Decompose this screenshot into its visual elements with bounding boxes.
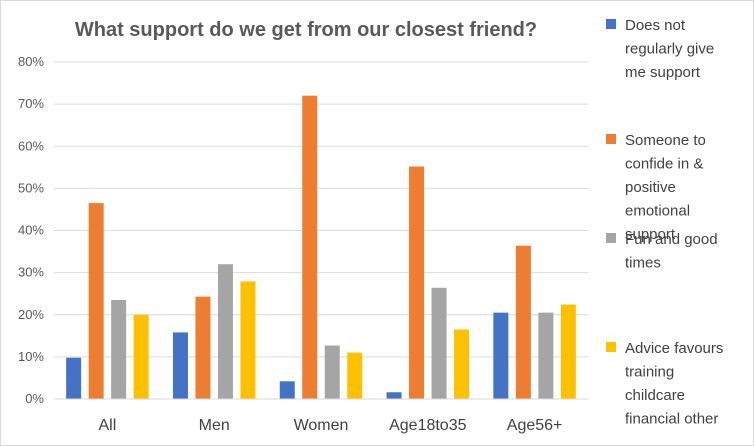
bars bbox=[66, 95, 576, 399]
bar-age56-series-2 bbox=[515, 245, 531, 399]
x-tick-label: Men bbox=[199, 417, 230, 434]
bar-all-series-4 bbox=[133, 314, 149, 399]
x-tick-label: Age18to35 bbox=[389, 417, 467, 434]
bar-men-series-3 bbox=[217, 264, 233, 399]
bar-women-series-4 bbox=[347, 352, 363, 399]
legend-label: times bbox=[625, 255, 661, 272]
axes: 0% 10% 20% 30% 40% 50% 60% 70% 80% All Men Women Age… bbox=[18, 54, 588, 434]
bar-women-series-2 bbox=[302, 95, 318, 399]
y-tick-label: 40% bbox=[18, 223, 44, 238]
bar-age18to35-series-2 bbox=[409, 166, 425, 399]
x-tick-label: Women bbox=[294, 417, 349, 434]
y-tick-label: 30% bbox=[18, 265, 44, 280]
legend-label: me support bbox=[625, 64, 701, 81]
legend-label: childcare bbox=[625, 387, 685, 404]
bar-women-series-1 bbox=[279, 381, 295, 399]
bar-age56-series-1 bbox=[493, 312, 509, 399]
legend-entry: Advice favours training childcare financial… bbox=[606, 340, 723, 428]
legend-label: Fun and good bbox=[625, 231, 718, 248]
y-tick-label: 0% bbox=[25, 391, 44, 406]
legend-entry: Fun and good times bbox=[606, 231, 718, 272]
y-tick-label: 60% bbox=[18, 138, 44, 153]
bar-all-series-3 bbox=[111, 300, 127, 399]
legend-swatch bbox=[606, 134, 616, 144]
legend-label: Does not bbox=[625, 17, 686, 34]
y-tick-label: 20% bbox=[18, 307, 44, 322]
bar-men-series-2 bbox=[195, 296, 211, 399]
chart-title: What support do we get from our closest … bbox=[75, 19, 537, 41]
legend-label: Someone to bbox=[625, 132, 706, 149]
legend-label: support bbox=[625, 226, 676, 243]
legend-label: emotional bbox=[625, 203, 690, 220]
y-tick-label: 10% bbox=[18, 349, 44, 364]
bar-men-series-4 bbox=[240, 281, 256, 399]
bar-women-series-3 bbox=[324, 345, 340, 399]
bar-all-series-2 bbox=[88, 203, 104, 399]
legend-swatch bbox=[606, 233, 616, 243]
bar-men-series-1 bbox=[172, 332, 188, 399]
legend-label: financial other bbox=[625, 411, 718, 428]
legend-swatch bbox=[606, 19, 616, 29]
x-tick-label: All bbox=[99, 417, 117, 434]
legend-entry: Someone to confide in & positive emotional s… bbox=[606, 132, 706, 243]
x-tick-label: Age56+ bbox=[507, 417, 563, 434]
legend-label: regularly give bbox=[625, 41, 714, 58]
bar-age56-series-4 bbox=[560, 304, 576, 399]
bar-age18to35-series-3 bbox=[431, 287, 447, 399]
y-tick-label: 50% bbox=[18, 180, 44, 195]
bar-age18to35-series-4 bbox=[454, 329, 470, 399]
legend-label: Advice favours bbox=[625, 340, 723, 357]
bar-all-series-1 bbox=[66, 357, 82, 399]
legend-label: positive bbox=[625, 179, 676, 196]
y-tick-label: 70% bbox=[18, 96, 44, 111]
legend-swatch bbox=[606, 342, 616, 352]
legend: Does not regularly give me support Someone … bbox=[606, 17, 723, 428]
legend-label: confide in & bbox=[625, 156, 703, 173]
bar-age56-series-3 bbox=[538, 312, 554, 399]
legend-entry: Does not regularly give me support bbox=[606, 17, 714, 81]
bar-age18to35-series-1 bbox=[386, 392, 402, 399]
y-tick-label: 80% bbox=[18, 54, 44, 69]
legend-label: training bbox=[625, 364, 674, 381]
